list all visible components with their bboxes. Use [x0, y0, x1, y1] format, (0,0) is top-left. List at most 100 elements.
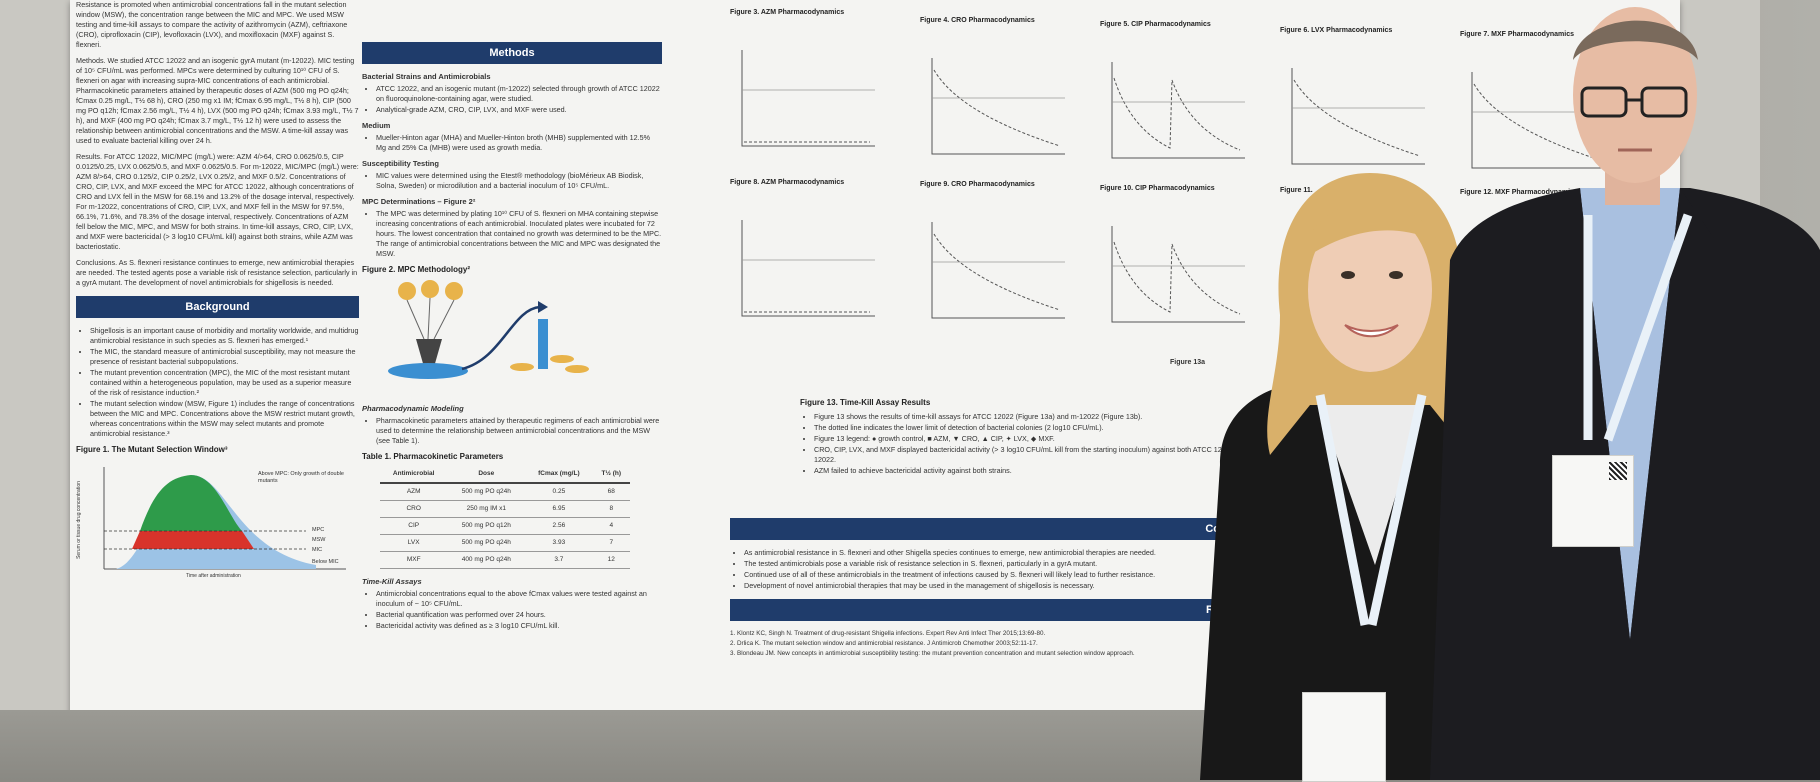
woman-name-badge [1302, 692, 1386, 782]
graph-curve [1113, 77, 1241, 151]
graph-plot [1111, 62, 1245, 159]
graph-title: Figure 10. CIP Pharmacodynamics [1100, 185, 1215, 192]
graph-title: Figure 3. AZM Pharmacodynamics [730, 9, 845, 16]
table-row: CIP 500 mg PO q12h 2.56 4 [380, 517, 630, 535]
msw-label-mpc: MPC [312, 527, 325, 533]
table-cell: AZM [380, 483, 448, 501]
msw-curve-graphic [103, 467, 346, 570]
table-cell: CIP [380, 517, 448, 535]
figure-13-note: AZM failed to achieve bactericidal activ… [814, 466, 1260, 476]
abstract-methods: Methods. We studied ATCC 12022 and an is… [76, 56, 359, 145]
table-cell: 400 mg PO q24h [447, 551, 526, 569]
figure-13a-label-box: Figure 13a [1170, 358, 1250, 368]
graph-plot [1291, 68, 1425, 165]
graph-title: Figure 11. [1280, 187, 1313, 194]
figure-1-title: Figure 1. The Mutant Selection Window³ [76, 445, 228, 454]
table-row: AZM 500 mg PO q24h 0.25 68 [380, 483, 630, 501]
table-cell: 500 mg PO q24h [447, 534, 526, 552]
table-cell: 2.56 [525, 517, 593, 535]
background-bullets: Shigellosis is an important cause of mor… [90, 326, 359, 439]
figure-13-title: Figure 13. Time-Kill Assay Results [800, 398, 931, 407]
figure-13-note: Figure 13 shows the results of time-kill… [814, 412, 1260, 422]
table-cell: 4 [592, 517, 630, 535]
table-cell: 6.95 [525, 500, 593, 518]
graph-title: Figure 8. AZM Pharmacodynamics [730, 179, 845, 186]
reference-item: 1. Klontz KC, Singh N. Treatment of drug… [730, 630, 1046, 637]
strains-bullet: ATCC 12022, and an isogenic mutant (m-12… [376, 84, 662, 104]
graph-axes [931, 222, 1065, 319]
graph-title: Figure 4. CRO Pharmacodynamics [920, 17, 1035, 24]
figure-9-graph: Figure 9. CRO Pharmacodynamics [920, 180, 1070, 340]
graph-curve [933, 69, 1061, 147]
msw-x-axis-label: Time after administration [186, 573, 241, 579]
table-cell: MXF [380, 551, 448, 569]
background-bullet: The MIC, the standard measure of antimic… [90, 347, 359, 367]
poster-column-abstract: Resistance is promoted when antimicrobia… [76, 0, 359, 581]
figure-13-note: CRO, CIP, LVX, and MXF displayed bacteri… [814, 445, 1260, 465]
figure-6-graph: Figure 6. LVX Pharmacodynamics [1280, 26, 1430, 186]
table-header-row: Antimicrobial Dose fCmax (mg/L) T½ (h) [380, 466, 630, 484]
graph-plot [1111, 226, 1245, 323]
graph-axes [1111, 62, 1245, 159]
figure-13-note: The dotted line indicates the lower limi… [814, 423, 1260, 433]
references-heading: Re [730, 599, 1230, 621]
conclusions-heading: Co [730, 518, 1230, 540]
background-bullet: The mutant selection window (MSW, Figure… [90, 399, 359, 439]
table-cell: 68 [592, 483, 630, 501]
time-kill-bullets: Antimicrobial concentrations equal to th… [376, 589, 662, 631]
table-header-cell: Dose [447, 466, 526, 484]
figure-10-graph: Figure 10. CIP Pharmacodynamics [1100, 184, 1250, 344]
graph-curve [1293, 79, 1421, 157]
mutant-selection-window-figure: Above MPC: Only growth of double mutants… [76, 461, 376, 581]
table-row: MXF 400 mg PO q24h 3.7 12 [380, 551, 630, 569]
time-kill-bullet: Bactericidal activity was defined as ≥ 3… [376, 621, 662, 631]
graph-plot [931, 58, 1065, 155]
background-bullet: Shigellosis is an important cause of mor… [90, 326, 359, 346]
strains-subheading: Bacterial Strains and Antimicrobials [362, 72, 491, 81]
time-kill-bullet: Bacterial quantification was performed o… [376, 610, 662, 620]
graph-axes [741, 50, 875, 147]
time-kill-bullet: Antimicrobial concentrations equal to th… [376, 589, 662, 609]
poster-column-methods: Methods Bacterial Strains and Antimicrob… [362, 0, 662, 637]
table-header-cell: T½ (h) [592, 466, 630, 484]
msw-y-axis-label: Serum or tissue drug concentration [75, 481, 82, 559]
time-kill-subheading: Time-Kill Assays [362, 577, 422, 586]
background-bullet: The mutant prevention concentration (MPC… [90, 368, 359, 398]
abstract-results: Results. For ATCC 12022, MIC/MPC (mg/L) … [76, 152, 359, 251]
pd-modeling-subheading: Pharmacodynamic Modeling [362, 404, 464, 413]
graph-title: Figure 6. LVX Pharmacodynamics [1280, 27, 1393, 34]
table-cell: 500 mg PO q24h [447, 483, 526, 501]
graph-axes [1111, 226, 1245, 323]
reference-item: 3. Blondeau JM. New concepts in antimicr… [730, 650, 1135, 657]
conclusions-bullet: Continued use of all of these antimicrob… [744, 570, 1230, 580]
graph-title: Figure 5. CIP Pharmacodynamics [1100, 21, 1211, 28]
strains-bullet: Analytical-grade AZM, CRO, CIP, LVX, and… [376, 105, 662, 115]
background-heading: Background [76, 296, 359, 318]
conclusions-bullet: As antimicrobial resistance in S. flexne… [744, 548, 1230, 558]
poster-column-conclusions: Co As antimicrobial resistance in S. fle… [730, 510, 1230, 659]
pd-modeling-bullet: Pharmacokinetic parameters attained by t… [376, 416, 662, 446]
table-row: CRO 250 mg IM x1 6.95 8 [380, 500, 630, 518]
figure-13-note: Figure 13 legend: ● growth control, ■ AZ… [814, 434, 1260, 444]
graph-plot [741, 220, 875, 317]
table-header-cell: fCmax (mg/L) [525, 466, 593, 484]
reference-item: 2. Drlica K. The mutant selection window… [730, 640, 1038, 647]
graph-axes [931, 58, 1065, 155]
table-cell: CRO [380, 500, 448, 518]
figure-13-section: Figure 13. Time-Kill Assay Results Figur… [800, 392, 1260, 482]
pk-parameters-table: Antimicrobial Dose fCmax (mg/L) T½ (h) A… [380, 466, 630, 569]
figure-2-title: Figure 2. MPC Methodology² [362, 265, 470, 274]
figure-7-graph: Figure 7. MXF Pharmacodynamics [1460, 30, 1610, 190]
graph-title: Figure 9. CRO Pharmacodynamics [920, 181, 1035, 188]
conclusions-bullets: As antimicrobial resistance in S. flexne… [744, 548, 1230, 591]
medium-bullet: Mueller-Hinton agar (MHA) and Mueller-Hi… [376, 133, 662, 153]
pharmacodynamics-graph-grid: Figure 3. AZM Pharmacodynamics Figure 4.… [730, 0, 1680, 360]
msw-label-below-mic: Below MIC [312, 559, 339, 565]
table-header-cell: Antimicrobial [380, 466, 448, 484]
figure-4-graph: Figure 4. CRO Pharmacodynamics [920, 16, 1070, 176]
table-cell: LVX [380, 534, 448, 552]
table-cell: 7 [592, 534, 630, 552]
graph-curve [933, 233, 1061, 311]
strains-bullets: ATCC 12022, and an isogenic mutant (m-12… [376, 84, 662, 115]
abstract-lead: Resistance is promoted when antimicrobia… [76, 0, 348, 49]
